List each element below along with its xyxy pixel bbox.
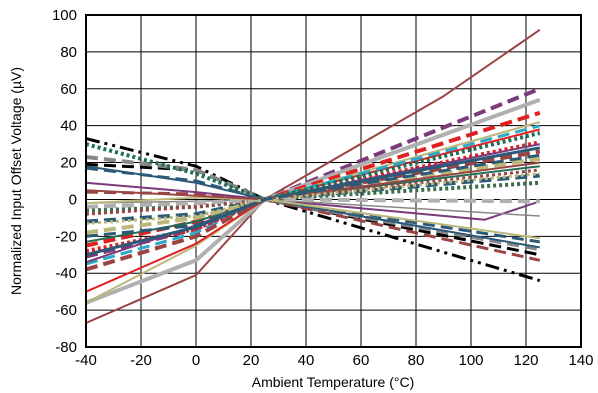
series-line-9 — [86, 149, 541, 272]
y-tick-label: -60 — [55, 302, 77, 319]
y-tick-label: -80 — [55, 339, 77, 356]
y-tick-label: 100 — [52, 7, 77, 24]
series-line-27 — [86, 161, 540, 201]
series-line-22 — [86, 165, 540, 249]
x-tick-label: 100 — [458, 352, 483, 369]
x-tick-label: 80 — [408, 352, 425, 369]
y-tick-label: -40 — [55, 265, 77, 282]
x-tick-label: 40 — [298, 352, 315, 369]
y-tick-label: 0 — [69, 191, 77, 208]
x-tick-label: 60 — [353, 352, 370, 369]
y-tick-labels: -80 -60 -40 -20 0 20 40 60 80 100 — [52, 7, 77, 356]
series-line-30 — [86, 153, 541, 238]
y-axis-label: Normalized Input Offset Voltage (µV) — [8, 67, 24, 295]
x-tick-label: 20 — [243, 352, 260, 369]
series-layer — [86, 28, 541, 324]
x-tick-label: 140 — [568, 352, 593, 369]
x-tick-labels: -40 -20 0 20 40 60 80 100 120 140 — [75, 352, 593, 369]
y-tick-label: -20 — [55, 228, 77, 245]
y-tick-label: 20 — [60, 155, 77, 172]
series-line-6 — [86, 128, 541, 293]
series-line-28 — [86, 131, 541, 202]
x-axis-label: Ambient Temperature (°C) — [252, 374, 415, 390]
y-tick-label: 60 — [60, 81, 77, 98]
y-tick-label: 40 — [60, 118, 77, 135]
series-line-25 — [86, 197, 540, 209]
series-line-3 — [86, 97, 541, 305]
x-tick-label: -20 — [130, 352, 152, 369]
x-tick-label: 120 — [513, 352, 538, 369]
x-tick-label: 0 — [192, 352, 200, 369]
plot-frame — [85, 14, 582, 348]
y-tick-label: 80 — [60, 44, 77, 61]
x-tick-label: -40 — [75, 352, 97, 369]
series-line-29 — [86, 172, 540, 225]
